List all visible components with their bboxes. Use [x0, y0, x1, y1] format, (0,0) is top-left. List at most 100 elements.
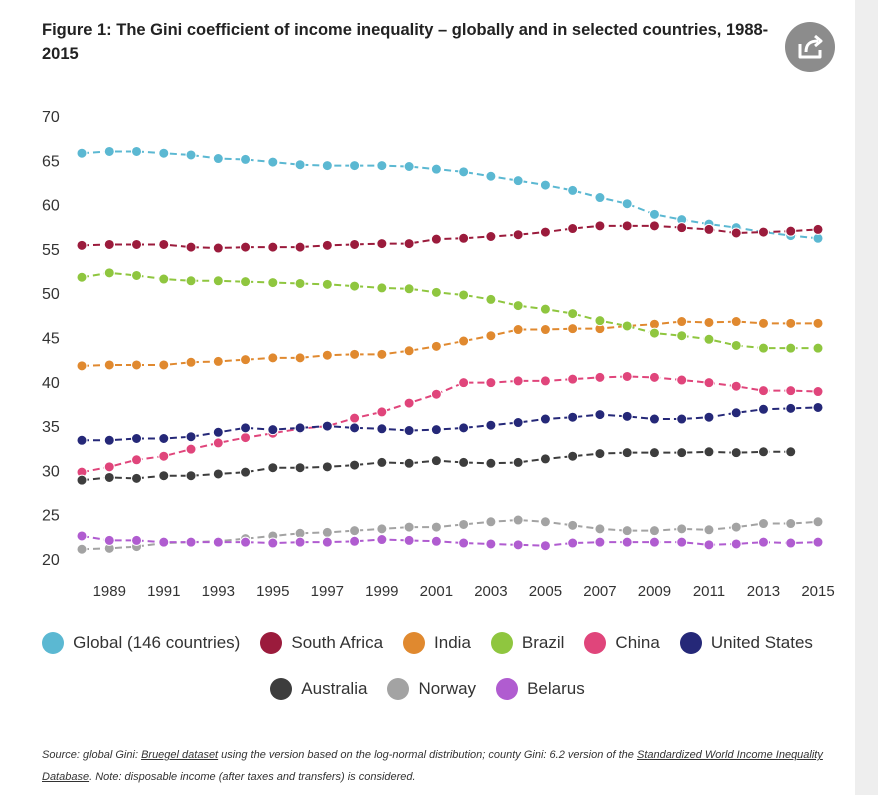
data-point [621, 525, 633, 537]
series-belarus [76, 530, 824, 552]
data-point [621, 220, 633, 232]
data-point [403, 397, 415, 409]
data-point [621, 447, 633, 459]
legend-item: Global (146 countries) [42, 632, 240, 654]
data-point [76, 271, 88, 283]
data-point [131, 238, 143, 250]
data-point [703, 333, 715, 345]
legend-swatch [496, 678, 519, 700]
series-line [81, 320, 818, 367]
series-brazil [76, 267, 824, 354]
data-point [567, 308, 579, 320]
series-layer [76, 145, 824, 555]
data-point [812, 223, 824, 235]
data-point [785, 317, 797, 329]
data-point [757, 317, 769, 329]
x-tick-label: 2001 [420, 583, 453, 600]
source-note: Source: global Gini: Bruegel dataset usi… [42, 744, 842, 788]
series-line [81, 271, 818, 350]
y-tick-label: 25 [42, 508, 60, 525]
data-point [539, 324, 551, 336]
data-point [212, 468, 224, 480]
data-point [430, 163, 442, 175]
data-point [648, 536, 660, 548]
data-point [648, 447, 660, 459]
data-point [485, 419, 497, 431]
data-point [676, 523, 688, 535]
data-point [785, 225, 797, 237]
data-point [676, 222, 688, 234]
data-point [539, 179, 551, 191]
y-axis: 20 25 30 35 40 45 50 55 60 65 70 [42, 109, 60, 569]
legend-swatch [387, 678, 410, 700]
series-line [81, 150, 819, 240]
data-point [349, 160, 361, 172]
data-point [785, 446, 797, 458]
share-button[interactable] [785, 22, 835, 72]
legend-swatch [490, 632, 513, 654]
legend-swatch [270, 678, 293, 700]
data-point [458, 166, 470, 178]
data-point [676, 374, 688, 386]
legend-label: United States [710, 633, 813, 652]
data-point [349, 459, 361, 471]
data-point [212, 153, 224, 165]
data-point [240, 354, 252, 366]
data-point [131, 454, 143, 466]
data-point [376, 456, 388, 468]
data-point [567, 184, 579, 196]
data-point [403, 283, 415, 295]
data-point [785, 342, 797, 354]
data-point [376, 523, 388, 535]
y-tick-label: 65 [42, 153, 60, 170]
legend-label: Belarus [527, 679, 585, 698]
data-point [539, 413, 551, 425]
scrollbar[interactable] [855, 0, 878, 795]
series-line [82, 406, 819, 442]
data-point [294, 462, 306, 474]
data-point [458, 537, 470, 549]
data-point [648, 525, 660, 537]
data-point [267, 424, 279, 436]
data-point [185, 536, 197, 548]
data-point [240, 422, 252, 434]
data-point [212, 355, 224, 367]
data-point [594, 523, 606, 535]
data-point [321, 239, 333, 251]
x-tick-label: 1997 [311, 583, 344, 600]
data-point [567, 450, 579, 462]
data-point [485, 457, 497, 469]
data-point [567, 411, 579, 423]
series-line [81, 534, 819, 547]
data-point [812, 386, 824, 398]
source-text: using the version based on the log-norma… [218, 749, 637, 761]
data-point [212, 242, 224, 254]
data-point [703, 316, 715, 328]
data-point [621, 536, 633, 548]
data-point [403, 425, 415, 437]
data-point [757, 518, 769, 530]
data-point [76, 147, 88, 159]
data-point [785, 402, 797, 414]
swiid-link[interactable]: Standardized World Income Inequality Dat… [42, 749, 823, 783]
data-point [430, 286, 442, 298]
data-point [430, 521, 442, 533]
data-point [757, 403, 769, 415]
x-tick-label: 1989 [93, 583, 126, 600]
legend-label: India [434, 633, 471, 652]
data-point [267, 352, 279, 364]
data-point [430, 233, 442, 245]
x-tick-label: 2009 [638, 583, 671, 600]
bruegel-dataset-link[interactable]: Bruegel dataset [141, 749, 219, 761]
data-point [376, 423, 388, 435]
data-point [376, 348, 388, 360]
data-point [76, 543, 88, 555]
data-point [730, 538, 742, 550]
y-tick-label: 55 [42, 242, 60, 259]
data-point [567, 373, 579, 385]
legend-swatch [403, 632, 426, 654]
legend-swatch [584, 632, 607, 654]
legend-item: South Africa [260, 632, 383, 654]
data-point [103, 238, 115, 250]
